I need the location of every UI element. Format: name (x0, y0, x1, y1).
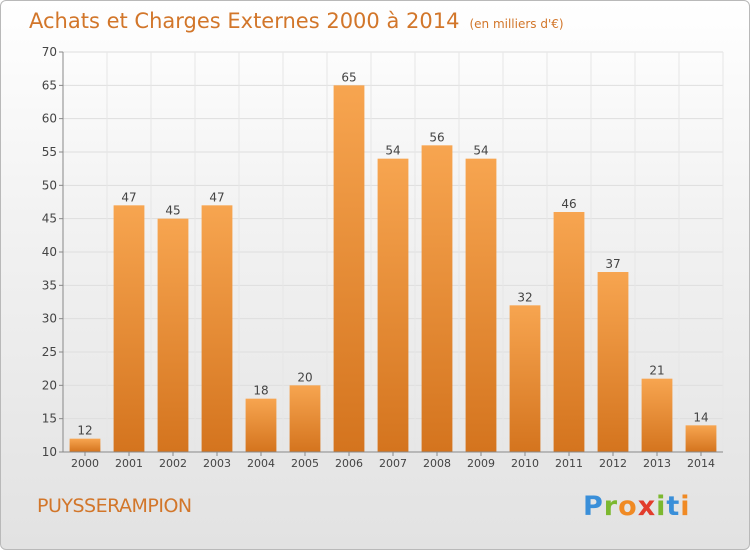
bar (641, 378, 673, 452)
y-tick-label: 60 (42, 112, 57, 126)
x-tick-label: 2013 (643, 457, 671, 470)
x-tick-label: 2009 (467, 457, 495, 470)
chart-title: Achats et Charges Externes 2000 à 2014 (e… (29, 9, 564, 33)
chart-subtitle: (en milliers d'€) (469, 17, 564, 31)
data-label: 14 (693, 410, 708, 424)
y-tick-label: 25 (42, 345, 57, 359)
logo-letter: r (603, 491, 619, 522)
x-tick-label: 2012 (599, 457, 627, 470)
y-tick-label: 40 (42, 245, 57, 259)
bar (157, 218, 189, 452)
x-tick-label: 2010 (511, 457, 539, 470)
data-label: 65 (341, 70, 356, 84)
x-tick-label: 2014 (687, 457, 715, 470)
x-tick-label: 2003 (203, 457, 231, 470)
data-label: 32 (517, 290, 532, 304)
x-tick-label: 2011 (555, 457, 583, 470)
bar (685, 425, 717, 452)
data-label: 12 (77, 424, 92, 438)
data-label: 54 (473, 144, 488, 158)
y-tick-label: 45 (42, 212, 57, 226)
bar (333, 85, 365, 452)
bar (113, 205, 145, 452)
x-tick-label: 2006 (335, 457, 363, 470)
y-tick-label: 70 (42, 45, 57, 59)
bars (69, 85, 717, 453)
bar (597, 272, 629, 452)
data-label: 37 (605, 257, 620, 271)
bar (201, 205, 233, 452)
data-label: 56 (429, 130, 444, 144)
logo-letter: o (618, 491, 638, 522)
bar (245, 398, 277, 452)
y-tick-label: 65 (42, 78, 57, 92)
bar (377, 158, 409, 452)
proxiti-logo: Proxiti (583, 491, 691, 522)
labels: 10 15 20 25 30 35 40 45 50 55 60 65 70 12 2000 47 2001 45… (42, 45, 715, 470)
x-tick-label: 2005 (291, 457, 319, 470)
logo-letter: i (680, 491, 691, 522)
y-tick-label: 35 (42, 278, 57, 292)
bar (465, 158, 497, 452)
data-label: 21 (649, 364, 664, 378)
chart-title-text: Achats et Charges Externes 2000 à 2014 (29, 9, 460, 33)
y-tick-label: 30 (42, 312, 57, 326)
bar (289, 385, 321, 452)
bar (509, 305, 541, 452)
y-tick-label: 10 (42, 445, 57, 459)
data-label: 46 (561, 197, 576, 211)
bar (553, 212, 585, 452)
data-label: 47 (209, 190, 224, 204)
x-tick-label: 2001 (115, 457, 143, 470)
data-label: 45 (165, 204, 180, 218)
y-tick-label: 50 (42, 178, 57, 192)
bar (421, 145, 453, 453)
x-tick-label: 2008 (423, 457, 451, 470)
data-label: 20 (297, 370, 312, 384)
logo-letter: x (637, 491, 657, 522)
x-tick-label: 2007 (379, 457, 407, 470)
y-tick-label: 20 (42, 378, 57, 392)
data-label: 54 (385, 144, 400, 158)
logo-letter: P (583, 491, 604, 522)
axes (59, 51, 723, 456)
data-label: 18 (253, 384, 268, 398)
y-tick-label: 55 (42, 145, 57, 159)
logo-letter: t (666, 491, 681, 522)
x-tick-label: 2002 (159, 457, 187, 470)
logo-letter: i (656, 491, 667, 522)
y-tick-label: 15 (42, 412, 57, 426)
bar (69, 438, 101, 452)
x-tick-label: 2000 (71, 457, 99, 470)
x-tick-label: 2004 (247, 457, 275, 470)
data-label: 47 (121, 190, 136, 204)
commune-name: PUYSSERAMPION (37, 495, 192, 517)
